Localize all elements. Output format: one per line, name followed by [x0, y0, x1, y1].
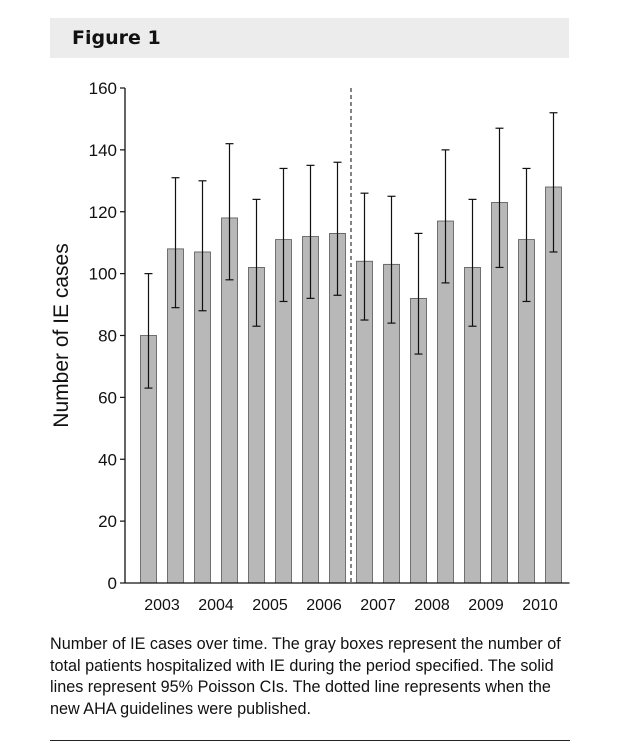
figure-label: Figure 1: [72, 27, 161, 49]
y-tick-label-160: 160: [89, 79, 117, 98]
x-tick-label-2010: 2010: [522, 597, 558, 614]
y-tick-label-60: 60: [98, 388, 117, 407]
y-tick-label-100: 100: [89, 265, 117, 284]
y-axis-label: Number of IE cases: [50, 243, 73, 427]
x-tick-label-2008: 2008: [414, 597, 450, 614]
bottom-divider: [50, 740, 570, 741]
y-tick-label-0: 0: [108, 574, 117, 593]
figure-caption: Number of IE cases over time. The gray b…: [50, 635, 561, 718]
x-tick-label-2005: 2005: [252, 597, 288, 614]
x-tick-label-2006: 2006: [306, 597, 342, 614]
y-tick-label-40: 40: [98, 450, 117, 469]
figure-header: Figure 1: [50, 18, 569, 58]
y-tick-label-20: 20: [98, 512, 117, 531]
x-tick-label-2009: 2009: [468, 597, 504, 614]
bar-chart: 0 20 40 60 80 100 120 140 160 2003 2004 2005 2006 200…: [50, 79, 570, 614]
y-tick-label-140: 140: [89, 141, 117, 160]
y-tick-label-120: 120: [89, 203, 117, 222]
x-tick-label-2003: 2003: [144, 597, 180, 614]
x-tick-label-2007: 2007: [360, 597, 396, 614]
y-tick-label-80: 80: [98, 327, 117, 346]
x-tick-label-2004: 2004: [198, 597, 234, 614]
